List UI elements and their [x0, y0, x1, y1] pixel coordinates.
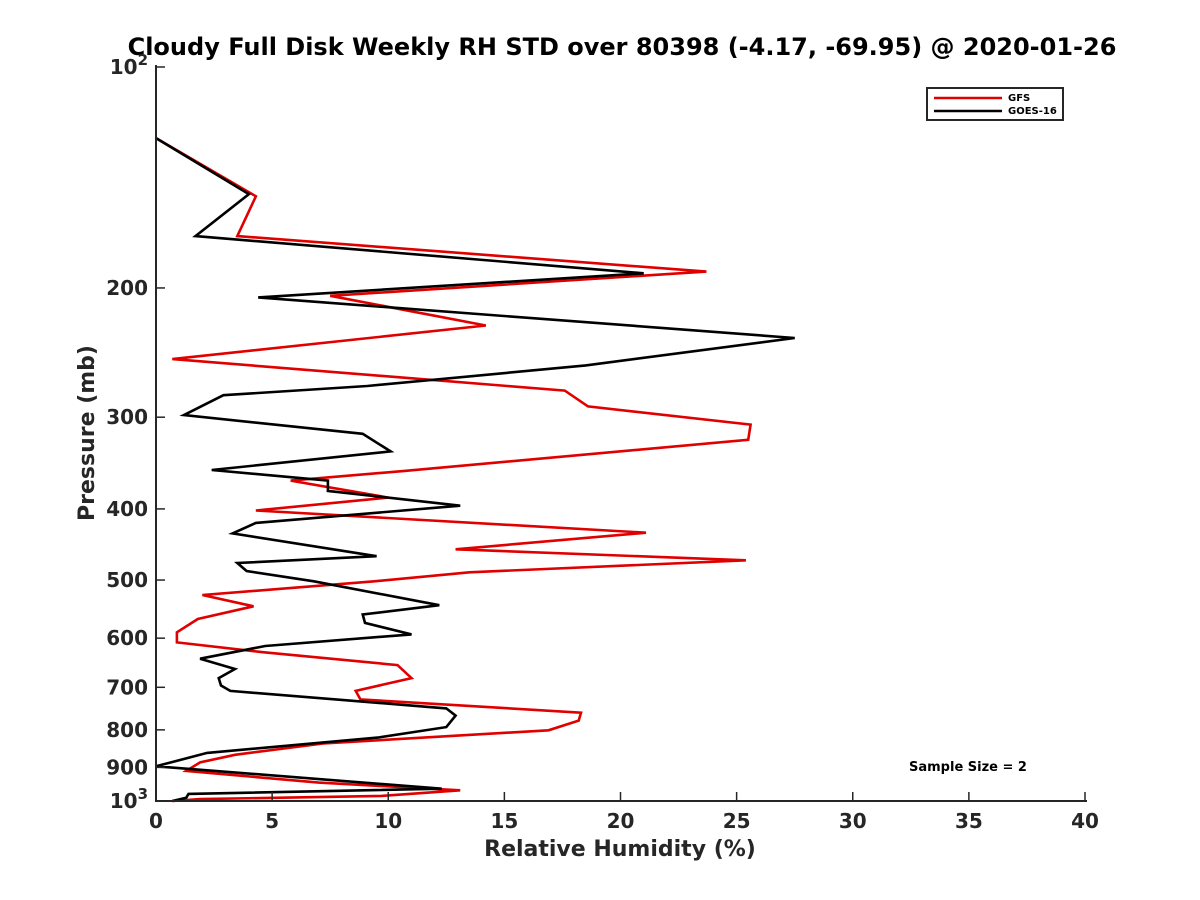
sample-size-annotation: Sample Size = 2 — [909, 760, 1027, 775]
y-tick-label: 900 — [106, 755, 148, 779]
y-tick-label: 103 — [110, 785, 148, 813]
x-tick-label: 0 — [149, 809, 163, 833]
plot-lines — [155, 136, 795, 803]
y-tick-label: 500 — [106, 568, 148, 592]
x-axis-label: Relative Humidity (%) — [484, 837, 756, 862]
y-axis-label: Pressure (mb) — [75, 345, 100, 521]
y-tick-label: 800 — [106, 718, 148, 742]
chart-title: Cloudy Full Disk Weekly RH STD over 8039… — [128, 33, 1117, 61]
x-tick-label: 15 — [490, 809, 518, 833]
y-tick-label: 400 — [106, 497, 148, 521]
legend: GFS GOES-16 — [926, 87, 1064, 121]
series-line-goes16 — [155, 136, 795, 803]
x-tick-label: 30 — [839, 809, 867, 833]
legend-label-goes16: GOES-16 — [1008, 106, 1057, 117]
x-ticks: 0 5 10 15 20 25 30 35 40 — [149, 792, 1099, 833]
y-tick-label: 102 — [110, 51, 148, 79]
y-tick-label: 200 — [106, 276, 148, 300]
x-tick-label: 40 — [1071, 809, 1099, 833]
y-tick-label: 700 — [106, 675, 148, 699]
x-tick-label: 20 — [607, 809, 635, 833]
legend-box — [926, 87, 1064, 121]
x-tick-label: 5 — [265, 809, 279, 833]
y-tick-label: 300 — [106, 405, 148, 429]
series-line-gfs — [155, 136, 753, 803]
y-tick-label: 600 — [106, 626, 148, 650]
x-tick-label: 10 — [374, 809, 402, 833]
legend-label-gfs: GFS — [1008, 93, 1030, 104]
x-tick-label: 35 — [955, 809, 983, 833]
x-tick-label: 25 — [723, 809, 751, 833]
y-ticks: 102 200 300 400 500 600 700 800 900 103 — [106, 51, 165, 813]
